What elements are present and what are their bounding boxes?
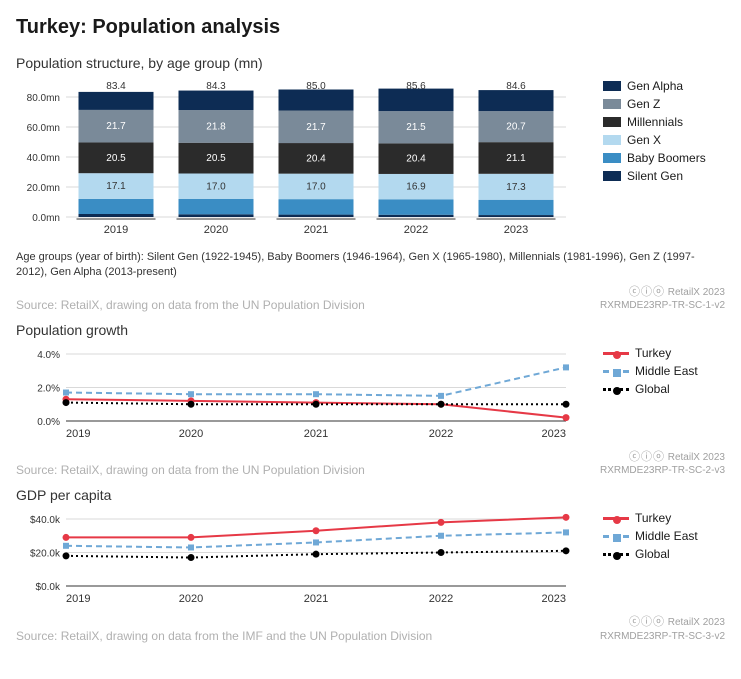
chart-population-growth: Population growth 0.0% 2.0% 4.0% 2019 2020 20… — [16, 322, 725, 477]
svg-text:0.0mn: 0.0mn — [32, 213, 60, 224]
svg-text:20.5: 20.5 — [106, 153, 126, 164]
svg-text:80.0mn: 80.0mn — [27, 93, 60, 104]
legend-item: Silent Gen — [603, 169, 725, 183]
chart3-attribution: ⓒⓘⓞ RetailX 2023 RXRMDE23RP-TR-SC-3-v2 — [600, 615, 725, 642]
svg-text:2.0%: 2.0% — [37, 384, 60, 395]
svg-text:17.0: 17.0 — [206, 181, 226, 192]
svg-text:85.6: 85.6 — [406, 81, 426, 92]
svg-text:83.4: 83.4 — [106, 81, 126, 92]
cc-icons: ⓒⓘⓞ — [629, 286, 665, 298]
chart3-legend: Turkey Middle East Global — [595, 511, 725, 565]
chart2-plot: 0.0% 2.0% 4.0% 2019 2020 2021 2022 2023 — [16, 346, 595, 446]
legend-item: Turkey — [603, 346, 725, 360]
svg-text:2023: 2023 — [542, 593, 566, 605]
svg-text:2023: 2023 — [542, 428, 566, 440]
svg-text:84.6: 84.6 — [506, 81, 526, 92]
svg-text:60.0mn: 60.0mn — [27, 123, 60, 134]
chart2-attribution: ⓒⓘⓞ RetailX 2023 RXRMDE23RP-TR-SC-2-v3 — [600, 450, 725, 477]
svg-text:2020: 2020 — [179, 593, 203, 605]
brand: RetailX 2023 — [668, 452, 725, 463]
svg-text:2020: 2020 — [179, 428, 203, 440]
chart1-legend: Gen Alpha Gen Z Millennials Gen X Baby Boome… — [595, 79, 725, 187]
chart2-title: Population growth — [16, 322, 725, 338]
svg-text:2021: 2021 — [304, 593, 328, 605]
svg-text:2019: 2019 — [66, 428, 90, 440]
chart1-source: Source: RetailX, drawing on data from th… — [16, 298, 365, 312]
chart1-plot: 0.0mn 20.0mn 40.0mn 60.0mn 80.0mn 17.1 20.5 21.… — [16, 79, 595, 244]
code: RXRMDE23RP-TR-SC-1-v2 — [600, 300, 725, 311]
legend-item: Gen X — [603, 133, 725, 147]
svg-text:17.1: 17.1 — [106, 181, 126, 192]
svg-text:2021: 2021 — [304, 224, 328, 236]
svg-text:2019: 2019 — [66, 593, 90, 605]
brand: RetailX 2023 — [668, 617, 725, 628]
svg-text:21.7: 21.7 — [306, 122, 326, 133]
svg-text:2019: 2019 — [104, 224, 128, 236]
legend-item: Millennials — [603, 115, 725, 129]
legend-item: Gen Z — [603, 97, 725, 111]
svg-text:84.3: 84.3 — [206, 81, 226, 92]
svg-text:40.0mn: 40.0mn — [27, 153, 60, 164]
svg-text:17.0: 17.0 — [306, 181, 326, 192]
svg-text:20.5: 20.5 — [206, 153, 226, 164]
cc-icons: ⓒⓘⓞ — [629, 616, 665, 628]
svg-text:20.4: 20.4 — [306, 153, 326, 164]
svg-text:17.3: 17.3 — [506, 182, 526, 193]
svg-text:21.5: 21.5 — [406, 122, 426, 133]
chart3-title: GDP per capita — [16, 487, 725, 503]
svg-text:20.7: 20.7 — [506, 122, 526, 133]
svg-text:2022: 2022 — [429, 428, 453, 440]
svg-text:$20.0k: $20.0k — [30, 549, 61, 560]
chart2-source: Source: RetailX, drawing on data from th… — [16, 463, 365, 477]
svg-text:0.0%: 0.0% — [37, 417, 60, 428]
legend-item: Global — [603, 547, 725, 561]
chart1-title: Population structure, by age group (mn) — [16, 55, 725, 71]
svg-text:21.1: 21.1 — [506, 153, 526, 164]
legend-item: Middle East — [603, 529, 725, 543]
svg-text:16.9: 16.9 — [406, 182, 426, 193]
cc-icons: ⓒⓘⓞ — [629, 451, 665, 463]
svg-text:2022: 2022 — [429, 593, 453, 605]
svg-text:85.0: 85.0 — [306, 81, 326, 92]
chart2-legend: Turkey Middle East Global — [595, 346, 725, 400]
svg-text:21.7: 21.7 — [106, 121, 126, 132]
legend-item: Turkey — [603, 511, 725, 525]
legend-item: Global — [603, 382, 725, 396]
chart3-source: Source: RetailX, drawing on data from th… — [16, 629, 432, 643]
chart3-plot: $0.0k $20.0k $40.0k 2019 2020 2021 2022 2023 — [16, 511, 595, 611]
svg-text:2022: 2022 — [404, 224, 428, 236]
code: RXRMDE23RP-TR-SC-3-v2 — [600, 631, 725, 642]
svg-text:$40.0k: $40.0k — [30, 515, 61, 526]
page-title: Turkey: Population analysis — [16, 16, 725, 39]
brand: RetailX 2023 — [668, 287, 725, 298]
svg-text:20.4: 20.4 — [406, 154, 426, 165]
svg-text:2021: 2021 — [304, 428, 328, 440]
chart1-attribution: ⓒⓘⓞ RetailX 2023 RXRMDE23RP-TR-SC-1-v2 — [600, 285, 725, 312]
chart-gdp-per-capita: GDP per capita $0.0k $20.0k $40.0k 2019 2020… — [16, 487, 725, 642]
svg-text:$0.0k: $0.0k — [36, 582, 61, 593]
legend-item: Baby Boomers — [603, 151, 725, 165]
svg-text:2020: 2020 — [204, 224, 228, 236]
legend-item: Gen Alpha — [603, 79, 725, 93]
legend-item: Middle East — [603, 364, 725, 378]
svg-text:21.8: 21.8 — [206, 121, 226, 132]
svg-text:2023: 2023 — [504, 224, 528, 236]
svg-text:20.0mn: 20.0mn — [27, 183, 60, 194]
svg-text:4.0%: 4.0% — [37, 350, 60, 361]
chart-population-structure: Population structure, by age group (mn) … — [16, 55, 725, 312]
chart1-note: Age groups (year of birth): Silent Gen (… — [16, 250, 725, 281]
code: RXRMDE23RP-TR-SC-2-v3 — [600, 465, 725, 476]
